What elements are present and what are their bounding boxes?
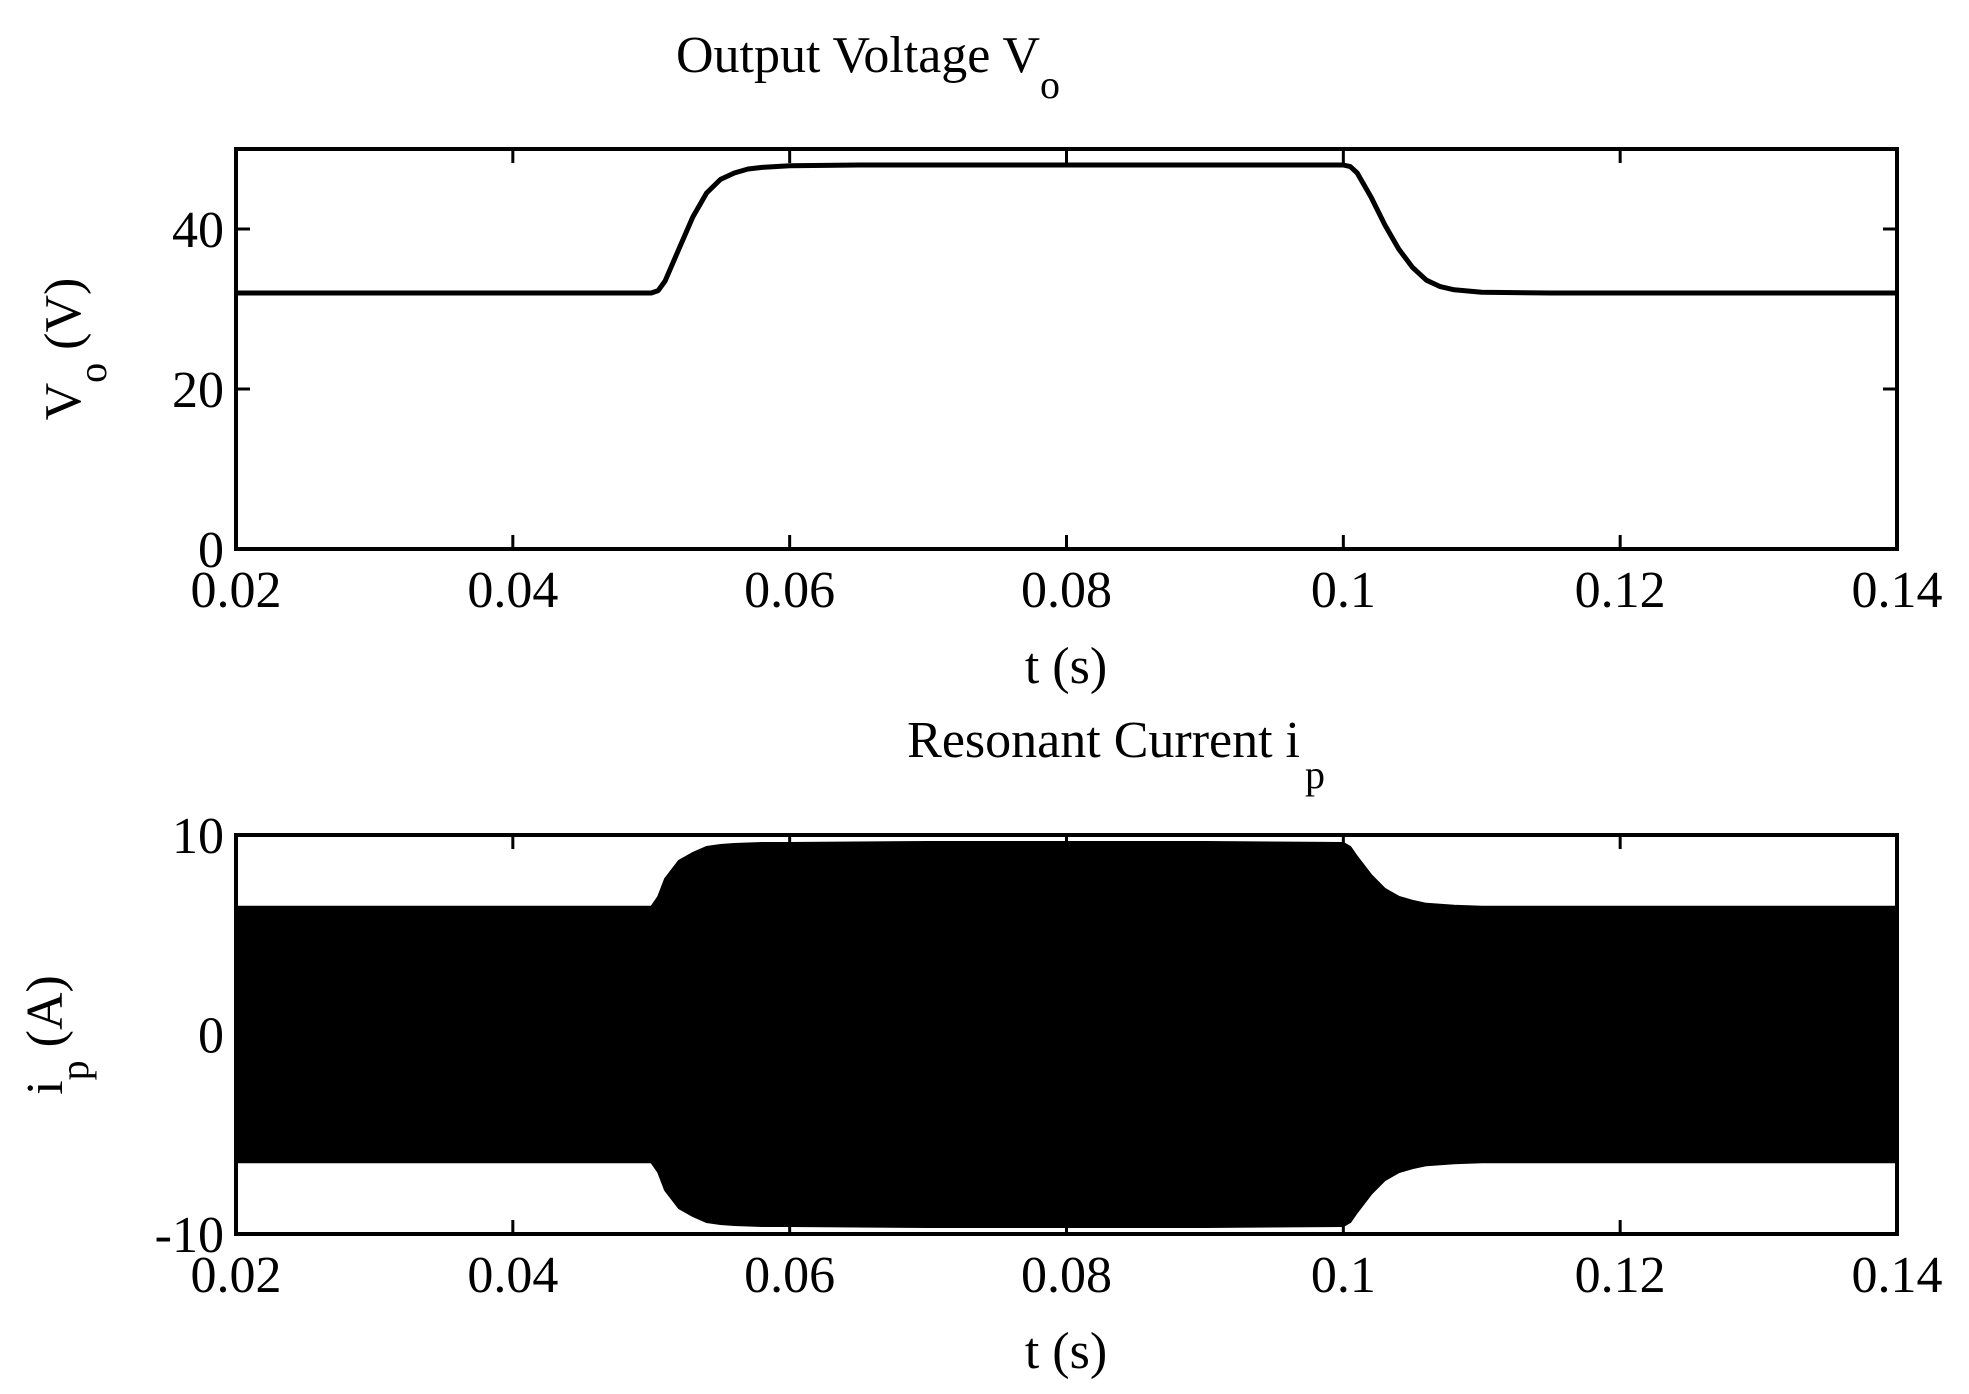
voltage-y-tick-label: 40	[172, 202, 224, 259]
voltage-y-tick-label: 20	[172, 362, 224, 419]
chart-title-resonant-current: Resonant Current i	[907, 712, 1300, 769]
voltage-x-tick-label: 0.12	[1575, 562, 1666, 619]
voltage-x-tick-label: 0.04	[467, 562, 558, 619]
current-envelope-area	[235, 841, 1898, 1228]
chart-output-voltage: Output Voltage V o 0.02 0.04 0.06 0.08 0.1 0.…	[35, 27, 1943, 695]
current-axes: 0.02 0.04 0.06 0.08 0.1 0.12 0.14 -10 0 10	[155, 808, 1943, 1304]
voltage-plot-frame	[234, 147, 1899, 551]
chart-title-output-voltage-subscript: o	[1040, 62, 1060, 107]
current-y-tick-label: 0	[198, 1008, 224, 1065]
current-y-axis-label-unit: (A)	[17, 975, 74, 1060]
voltage-x-tick-label: 0.14	[1852, 562, 1943, 619]
voltage-y-axis-label-subscript: o	[70, 363, 115, 383]
chart-title-resonant-current-subscript: p	[1305, 752, 1325, 797]
current-x-tick-label: 0.1	[1311, 1247, 1376, 1304]
voltage-y-axis-label-unit: (V)	[35, 278, 92, 363]
voltage-y-axis-label-symbol: V	[35, 383, 92, 421]
voltage-y-axis-label: Vo (V)	[35, 278, 115, 421]
current-y-axis-label: ip (A)	[17, 975, 97, 1095]
voltage-x-tick-label: 0.06	[744, 562, 835, 619]
voltage-x-tick-label: 0.1	[1311, 562, 1376, 619]
voltage-x-tick-label: 0.08	[1021, 562, 1112, 619]
chart-title-output-voltage: Output Voltage V	[676, 27, 1040, 84]
current-x-tick-label: 0.04	[467, 1247, 558, 1304]
current-y-axis-label-subscript: p	[52, 1060, 97, 1080]
voltage-x-axis-label: t (s)	[1025, 638, 1107, 695]
current-x-tick-label: 0.08	[1021, 1247, 1112, 1304]
current-x-tick-label: 0.02	[191, 1247, 282, 1304]
chart-resonant-current: Resonant Current i p 0.02 0.04 0.06 0.08 0.1…	[17, 712, 1943, 1380]
current-plot-frame	[234, 833, 1899, 1236]
current-y-tick-label: -10	[155, 1207, 224, 1264]
current-x-tick-label: 0.14	[1852, 1247, 1943, 1304]
voltage-x-tick-label: 0.02	[191, 562, 282, 619]
voltage-series-line	[236, 162, 1897, 296]
voltage-axes: 0.02 0.04 0.06 0.08 0.1 0.12 0.14 0 20 40	[172, 149, 1943, 619]
current-y-tick-label: 10	[172, 808, 224, 865]
current-x-tick-label: 0.12	[1575, 1247, 1666, 1304]
current-x-axis-label: t (s)	[1025, 1323, 1107, 1380]
current-y-axis-label-symbol: i	[17, 1080, 74, 1094]
voltage-y-tick-label: 0	[198, 522, 224, 579]
current-x-tick-label: 0.06	[744, 1247, 835, 1304]
